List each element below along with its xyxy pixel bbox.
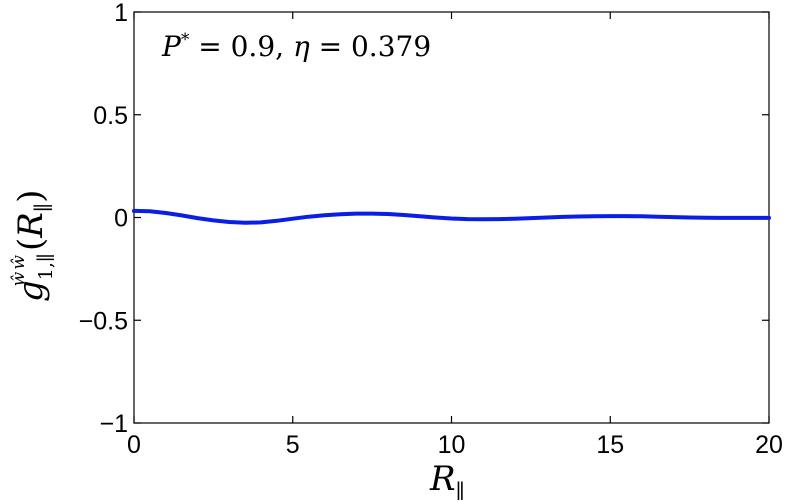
y-tick-label: −0.5 (79, 307, 128, 335)
x-tick-label: 5 (286, 431, 300, 459)
x-axis-label: R∥ (429, 459, 465, 503)
y-tick-label: 0 (114, 205, 128, 233)
x-tick-label: 20 (755, 431, 783, 459)
y-tick-label: 0.5 (93, 102, 128, 130)
x-tick-label: 10 (438, 431, 466, 459)
x-tick-label: 15 (596, 431, 624, 459)
x-tick-labels: 0 5 10 15 20 (127, 431, 783, 459)
y-tick-label: 1 (114, 0, 128, 27)
series-line (132, 208, 771, 225)
y-axis-label: g1,∥ŵŵ(R∥) (9, 190, 57, 302)
y-tick-labels: 1 0.5 0 −0.5 −1 (79, 0, 128, 438)
y-tick-label: −1 (99, 410, 128, 438)
chart-annotation: P* = 0.9, η = 0.379 (161, 30, 431, 63)
x-tick-label: 0 (127, 431, 141, 459)
